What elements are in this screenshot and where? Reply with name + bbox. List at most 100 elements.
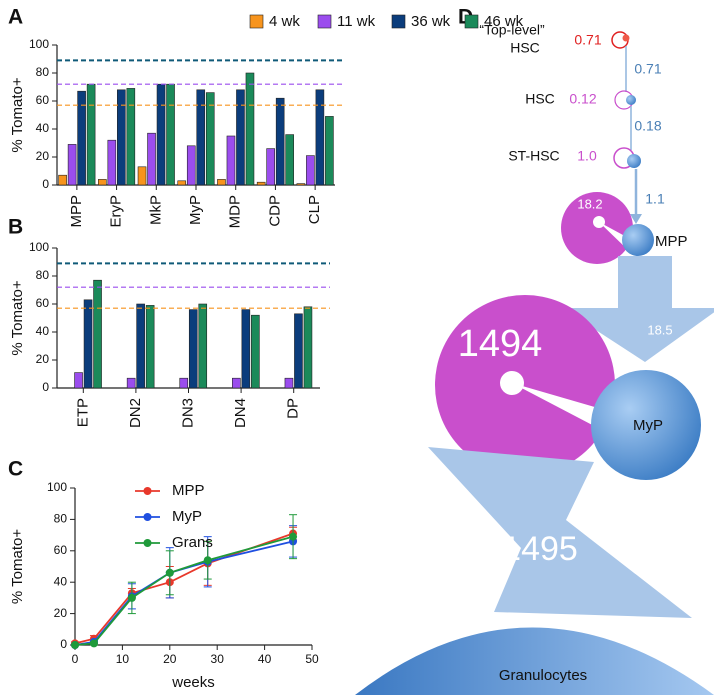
- self-rate: 1494: [458, 323, 543, 365]
- self-rate: 0.71: [574, 32, 601, 48]
- x-axis-label: weeks: [171, 674, 215, 691]
- pie-center: [500, 371, 524, 395]
- y-tick-label: 100: [47, 480, 67, 494]
- series-line: [74, 540, 294, 646]
- y-tick-label: 60: [36, 296, 50, 310]
- legend-label: 4 wk: [269, 13, 300, 30]
- edge-rate: 1.1: [645, 191, 665, 207]
- y-tick-label: 80: [54, 512, 68, 526]
- bar: [256, 181, 266, 186]
- self-rate: 18.2: [577, 196, 602, 211]
- bar: [67, 144, 77, 186]
- point: [165, 568, 174, 577]
- point: [203, 556, 212, 565]
- x-tick-label: 0: [72, 652, 79, 666]
- bar: [303, 306, 313, 389]
- node-label: “Top-level”: [479, 22, 545, 38]
- bar: [137, 166, 147, 186]
- bar: [241, 309, 251, 389]
- x-tick-label: 30: [211, 652, 225, 666]
- x-tick-label: 50: [305, 652, 319, 666]
- legend-swatch: [317, 14, 332, 29]
- y-tick-label: 20: [36, 352, 50, 366]
- point: [289, 532, 298, 541]
- legend-label: 46 wk: [484, 13, 524, 30]
- bar: [136, 303, 145, 389]
- arrowhead: [630, 214, 642, 224]
- bar: [285, 134, 294, 186]
- bar: [188, 309, 198, 389]
- y-axis-label: % Tomato+: [9, 529, 26, 604]
- bar: [236, 89, 245, 186]
- bar: [74, 372, 83, 389]
- bar: [294, 313, 303, 389]
- node: [622, 224, 654, 256]
- x-tick-label: MPP: [68, 195, 85, 228]
- bar: [156, 83, 166, 186]
- flow-arrow: [562, 256, 714, 362]
- y-tick-label: 20: [36, 149, 50, 163]
- node-label: ST-HSC: [508, 148, 559, 164]
- y-tick-label: 20: [54, 606, 68, 620]
- bar: [58, 174, 67, 186]
- bar: [245, 72, 255, 186]
- legend-label: 36 wk: [411, 13, 451, 30]
- x-tick-label: DP: [285, 398, 302, 419]
- node-label: HSC: [525, 91, 555, 107]
- bar: [232, 377, 241, 389]
- legend-swatch: [249, 14, 264, 29]
- x-tick-label: 10: [116, 652, 130, 666]
- edge-rate: 18.5: [647, 322, 672, 337]
- bar: [86, 83, 96, 186]
- x-tick-label: ETP: [74, 398, 91, 427]
- legend-label: MyP: [172, 508, 202, 525]
- y-tick-label: 40: [54, 574, 68, 588]
- bar: [147, 132, 156, 186]
- x-tick-label: MDP: [227, 195, 244, 228]
- node-label: Granulocytes: [499, 667, 587, 684]
- x-tick-label: 40: [258, 652, 272, 666]
- panel-letter: A: [8, 6, 23, 29]
- legend-marker: [143, 513, 152, 521]
- bar: [198, 303, 208, 389]
- pie-center: [593, 216, 605, 228]
- legend-label: 11 wk: [337, 13, 376, 30]
- self-renewal-pie: [435, 295, 615, 475]
- y-tick-label: 60: [54, 543, 68, 557]
- flow-arrow: [428, 447, 692, 618]
- legend-swatch: [464, 14, 479, 29]
- point: [71, 641, 79, 649]
- panel-letter: B: [8, 216, 23, 239]
- point: [127, 593, 136, 602]
- bar: [315, 89, 325, 186]
- y-tick-label: 40: [36, 121, 50, 135]
- node: [591, 370, 701, 480]
- pie-cut: [512, 383, 605, 428]
- node-label: HSC: [510, 40, 540, 56]
- y-tick-label: 80: [36, 65, 50, 79]
- bar: [284, 377, 294, 389]
- bar: [275, 97, 285, 186]
- y-axis-label: % Tomato+: [9, 280, 26, 355]
- legend-swatch: [391, 14, 406, 29]
- y-tick-label: 100: [29, 240, 49, 254]
- bar: [83, 299, 93, 389]
- bar: [186, 145, 196, 186]
- bar: [325, 116, 334, 186]
- bar: [196, 89, 206, 186]
- bar: [93, 279, 102, 389]
- self-renewal-pie: [561, 192, 633, 264]
- diagram: D “Top-level” HSC 0.71 0.71 HSC 0.12 0.1…: [355, 6, 714, 695]
- x-tick-label: MyP: [187, 195, 204, 225]
- node-label: MPP: [655, 233, 688, 250]
- x-tick-label: DN2: [127, 398, 144, 428]
- x-tick-label: CDP: [266, 195, 283, 227]
- x-tick-label: 20: [163, 652, 177, 666]
- bar: [226, 135, 236, 186]
- bar: [98, 179, 107, 186]
- bar: [107, 139, 117, 186]
- node-label: MyP: [633, 417, 663, 434]
- y-tick-label: 80: [36, 268, 50, 282]
- y-tick-label: 0: [42, 177, 49, 191]
